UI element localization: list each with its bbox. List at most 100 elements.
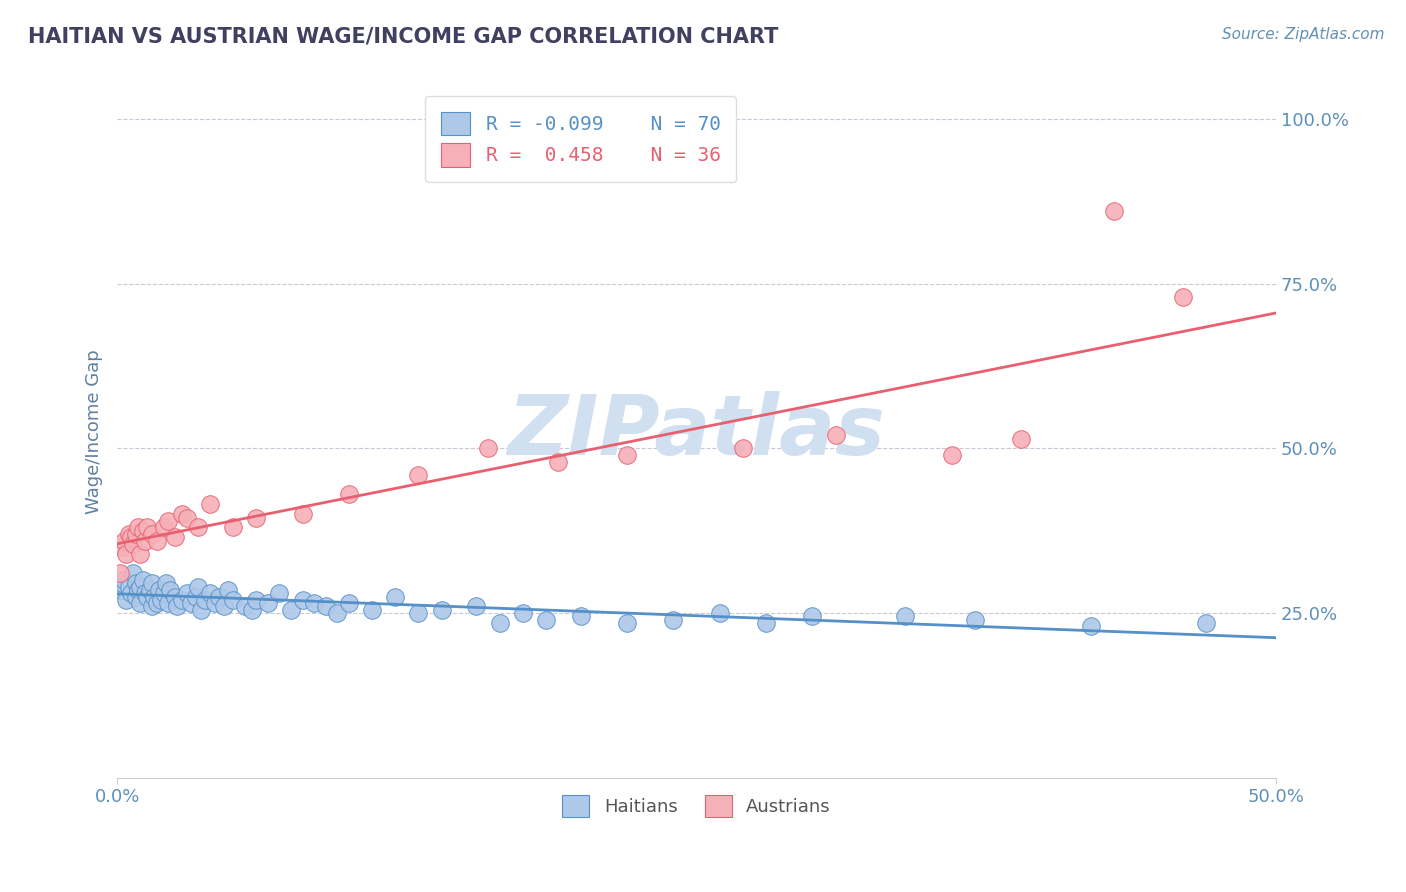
Point (256, 596, 278, 610)
Point (118, 527, 141, 541)
Point (208, 590, 231, 604)
Point (122, 537, 145, 551)
Point (131, 573, 153, 587)
Point (187, 580, 209, 594)
Point (134, 586, 156, 600)
Point (172, 592, 194, 607)
Point (180, 596, 202, 610)
Point (269, 586, 291, 600)
Point (204, 596, 226, 610)
Point (176, 586, 198, 600)
Point (145, 533, 167, 548)
Point (194, 592, 217, 607)
Point (1173, 290, 1195, 304)
Point (129, 580, 152, 594)
Text: HAITIAN VS AUSTRIAN WAGE/INCOME GAP CORRELATION CHART: HAITIAN VS AUSTRIAN WAGE/INCOME GAP CORR… (28, 27, 779, 46)
Point (108, 582, 131, 597)
Point (127, 582, 149, 597)
Point (616, 615, 638, 630)
Point (152, 520, 174, 534)
Point (408, 467, 430, 482)
Point (280, 603, 302, 617)
Point (127, 520, 149, 534)
Point (801, 609, 824, 624)
Point (108, 566, 131, 581)
Point (337, 487, 360, 501)
Point (112, 533, 135, 548)
Point (1080, 619, 1102, 633)
Point (166, 599, 188, 614)
Y-axis label: Wage/Income Gap: Wage/Income Gap (86, 350, 103, 515)
Point (141, 599, 163, 614)
Point (129, 596, 152, 610)
Point (1010, 432, 1032, 446)
Point (129, 547, 152, 561)
Point (894, 609, 917, 624)
Point (941, 448, 963, 462)
Point (361, 603, 384, 617)
Point (159, 582, 181, 597)
Point (222, 592, 245, 607)
Point (198, 497, 221, 511)
Point (111, 576, 134, 591)
Point (187, 520, 209, 534)
Point (430, 603, 453, 617)
Point (662, 613, 685, 627)
Point (1102, 204, 1125, 219)
Point (131, 524, 153, 538)
Point (125, 527, 148, 541)
Point (212, 599, 235, 614)
Point (136, 590, 159, 604)
Point (755, 615, 778, 630)
Point (233, 599, 256, 614)
Point (115, 547, 138, 561)
Point (141, 576, 163, 591)
Point (125, 576, 148, 591)
Point (136, 520, 159, 534)
Point (143, 590, 166, 604)
Point (145, 596, 167, 610)
Point (1195, 615, 1218, 630)
Legend: Haitians, Austrians: Haitians, Austrians (555, 788, 838, 824)
Point (176, 510, 198, 524)
Point (184, 590, 207, 604)
Point (148, 582, 170, 597)
Text: ZIPatlas: ZIPatlas (508, 392, 886, 473)
Point (465, 599, 488, 614)
Point (115, 592, 138, 607)
Point (963, 613, 986, 627)
Point (190, 603, 212, 617)
Point (157, 596, 180, 610)
Point (291, 508, 314, 522)
Point (477, 442, 499, 456)
Point (165, 590, 187, 604)
Text: Source: ZipAtlas.com: Source: ZipAtlas.com (1222, 27, 1385, 42)
Point (111, 540, 134, 554)
Point (122, 566, 145, 581)
Point (245, 592, 267, 607)
Point (222, 520, 245, 534)
Point (172, 508, 194, 522)
Point (488, 615, 510, 630)
Point (150, 592, 173, 607)
Point (302, 596, 325, 610)
Point (240, 603, 263, 617)
Point (569, 609, 592, 624)
Point (165, 530, 187, 544)
Point (155, 576, 177, 591)
Point (134, 533, 156, 548)
Point (125, 590, 148, 604)
Point (217, 582, 239, 597)
Point (616, 448, 638, 462)
Point (534, 613, 557, 627)
Point (709, 606, 731, 620)
Point (120, 530, 142, 544)
Point (198, 586, 221, 600)
Point (408, 606, 430, 620)
Point (120, 586, 142, 600)
Point (547, 454, 569, 468)
Point (141, 527, 163, 541)
Point (337, 596, 360, 610)
Point (512, 606, 534, 620)
Point (112, 573, 135, 587)
